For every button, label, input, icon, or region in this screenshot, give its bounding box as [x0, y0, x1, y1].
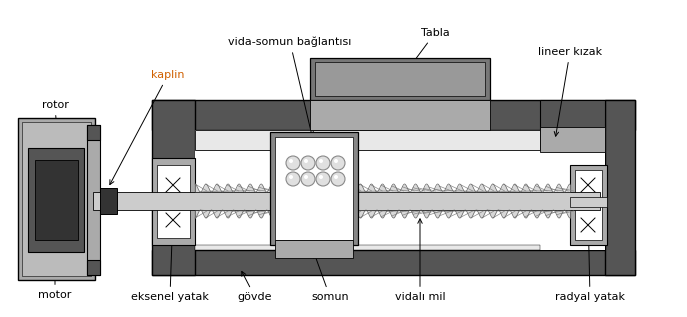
Bar	[310, 58, 490, 100]
Bar	[315, 62, 485, 96]
Bar	[157, 165, 190, 238]
Circle shape	[316, 172, 330, 186]
Text: eksenel yatak: eksenel yatak	[131, 214, 209, 302]
Bar	[195, 130, 605, 250]
Bar	[87, 125, 100, 275]
Circle shape	[334, 175, 338, 179]
Circle shape	[316, 156, 330, 170]
Bar	[195, 130, 540, 150]
Bar	[18, 118, 95, 280]
Bar	[22, 122, 91, 276]
Bar	[270, 132, 358, 245]
Circle shape	[301, 156, 315, 170]
Bar	[100, 188, 117, 214]
Bar	[540, 100, 605, 130]
Circle shape	[286, 172, 300, 186]
Bar	[35, 160, 78, 240]
Text: lineer kızak: lineer kızak	[538, 47, 602, 136]
Circle shape	[331, 156, 345, 170]
Text: gövde: gövde	[238, 271, 272, 302]
Bar	[93, 192, 600, 210]
Bar	[275, 137, 353, 240]
Bar	[570, 165, 607, 245]
Circle shape	[319, 159, 323, 163]
Bar	[87, 125, 100, 140]
Text: rotor: rotor	[41, 100, 69, 171]
Bar	[605, 100, 635, 275]
Circle shape	[319, 175, 323, 179]
Text: motor: motor	[38, 256, 71, 300]
Circle shape	[304, 175, 308, 179]
Text: vida-somun bağlantısı: vida-somun bağlantısı	[228, 37, 352, 136]
Bar	[28, 148, 84, 252]
Text: kaplin: kaplin	[110, 70, 185, 184]
Bar	[152, 250, 635, 275]
Bar	[152, 100, 635, 130]
Circle shape	[289, 159, 293, 163]
Text: Tabla: Tabla	[403, 28, 449, 77]
Bar	[195, 196, 570, 206]
Circle shape	[331, 172, 345, 186]
Bar	[87, 260, 100, 275]
Bar	[152, 158, 195, 245]
Bar	[570, 197, 607, 207]
Bar	[575, 170, 602, 240]
Circle shape	[286, 156, 300, 170]
Text: radyal yatak: radyal yatak	[555, 214, 625, 302]
Bar	[152, 100, 195, 275]
Text: somun: somun	[311, 254, 349, 302]
Circle shape	[301, 172, 315, 186]
Circle shape	[289, 175, 293, 179]
Circle shape	[334, 159, 338, 163]
Text: vidalı mil: vidalı mil	[395, 219, 445, 302]
Bar	[195, 245, 540, 250]
Bar	[275, 240, 353, 258]
Bar	[310, 100, 490, 130]
Bar	[540, 127, 605, 152]
Circle shape	[304, 159, 308, 163]
